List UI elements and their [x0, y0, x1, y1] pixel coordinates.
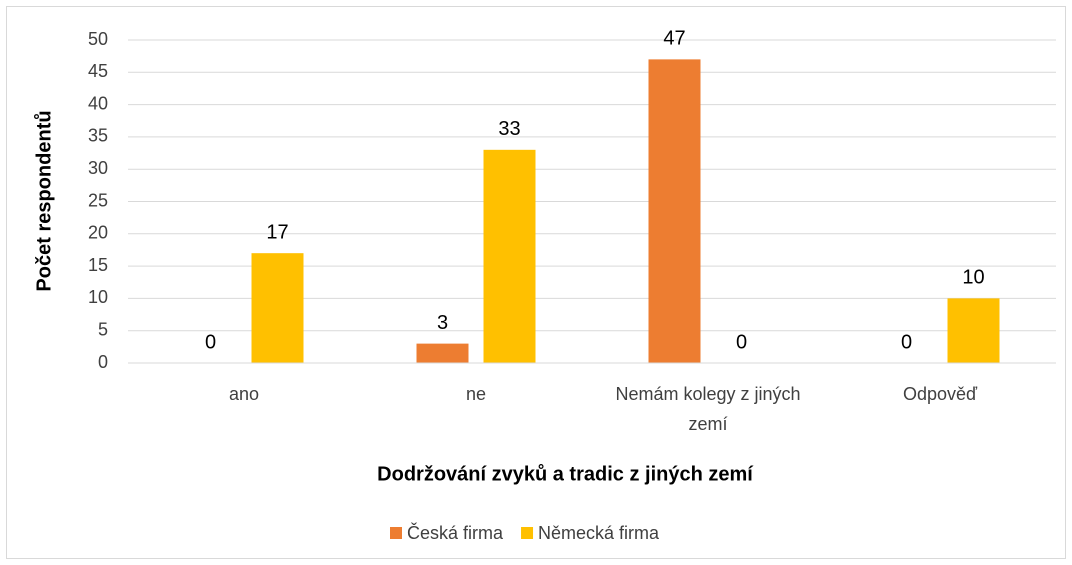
y-tick-label: 35	[88, 126, 108, 146]
data-label: 10	[962, 267, 984, 289]
data-label: 47	[663, 28, 685, 50]
y-tick-label: 50	[88, 29, 108, 49]
y-tick-label: 15	[88, 255, 108, 275]
x-tick-label: ne	[466, 384, 486, 404]
data-label: 0	[901, 331, 912, 353]
legend-label: Česká firma	[407, 522, 504, 543]
y-tick-label: 0	[98, 352, 108, 372]
y-tick-label: 25	[88, 190, 108, 210]
y-tick-label: 5	[98, 319, 108, 339]
y-axis-label: Počet respondentů	[33, 110, 55, 291]
bar	[947, 298, 1000, 363]
x-tick-label: Odpověď	[903, 384, 978, 404]
data-label: 3	[437, 312, 448, 334]
bar	[483, 149, 536, 363]
y-tick-label: 20	[88, 223, 108, 243]
x-tick-label: ano	[229, 384, 259, 404]
y-tick-label: 30	[88, 158, 108, 178]
chart-border	[6, 6, 1066, 559]
x-tick-label: Nemám kolegy z jiných zemí	[615, 384, 800, 434]
data-label: 17	[266, 221, 288, 243]
legend-swatch	[521, 527, 534, 539]
legend-swatch	[390, 527, 402, 539]
legend-label: Německá firma	[538, 523, 660, 543]
bar	[648, 59, 701, 363]
y-tick-label: 10	[88, 287, 108, 307]
y-tick-label: 40	[88, 93, 108, 113]
bar	[251, 253, 304, 363]
data-label: 0	[205, 331, 216, 353]
bar	[416, 343, 469, 363]
data-label: 0	[736, 331, 747, 353]
x-axis-label: Dodržování zvyků a tradic z jiných zemí	[377, 463, 754, 485]
y-tick-label: 45	[88, 61, 108, 81]
data-label: 33	[498, 118, 520, 140]
